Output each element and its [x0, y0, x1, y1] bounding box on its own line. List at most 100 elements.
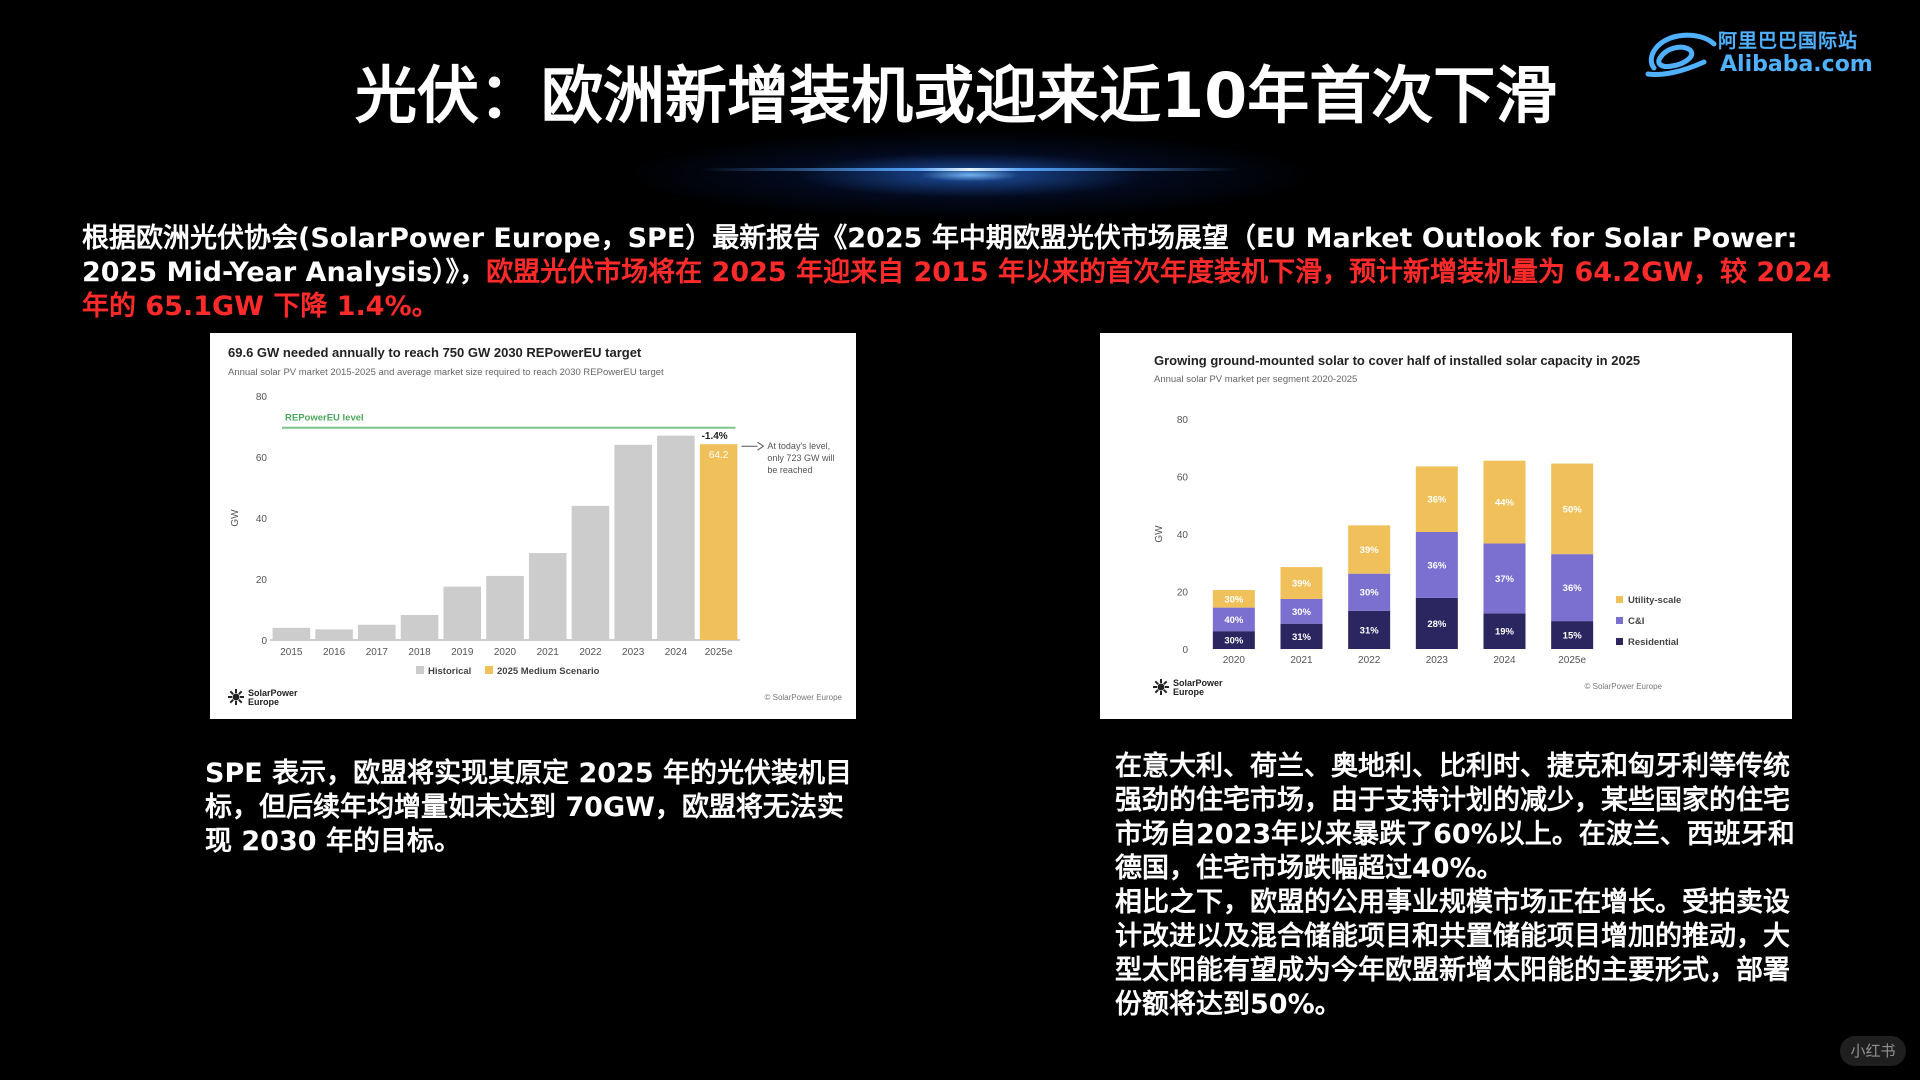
- chart-credit: © SolarPower Europe: [765, 693, 843, 702]
- solarpower-europe-logo-core: [232, 693, 240, 701]
- x-tick-label: 2020: [494, 647, 517, 658]
- reference-line-label: REPowerEU level: [285, 413, 364, 424]
- y-tick-label: 20: [1177, 588, 1189, 599]
- legend-label-historical: Historical: [428, 666, 471, 677]
- title-glow: [620, 130, 1320, 220]
- legend-swatch: [1616, 617, 1623, 624]
- x-tick-label: 2018: [408, 647, 431, 658]
- legend-swatch-historical: [416, 666, 424, 674]
- y-axis-label: GW: [230, 509, 241, 527]
- bar-segment-ci-2022: [1348, 573, 1391, 611]
- bar-segment-ci-2020: [1212, 607, 1255, 632]
- bar-2018: [400, 614, 439, 640]
- data-label-2025e: 64.2: [709, 450, 729, 461]
- x-tick-label: 2021: [537, 647, 560, 658]
- solarpower-europe-logo-core: [1157, 683, 1165, 691]
- bar-2020: [486, 575, 524, 640]
- chart-title: Growing ground-mounted solar to cover ha…: [1154, 353, 1640, 368]
- x-tick-label: 2020: [1223, 655, 1246, 666]
- y-axis-label: GW: [1154, 525, 1165, 543]
- x-tick-label: 2025e: [1558, 655, 1586, 666]
- x-tick-label: 2023: [622, 647, 645, 658]
- bar-2019: [443, 586, 482, 640]
- bar-segment-utilityscale-2022: [1348, 525, 1391, 574]
- annotation-arrow-icon: [757, 441, 765, 451]
- data-label: 15%: [1563, 631, 1583, 642]
- bar-2021: [528, 553, 567, 640]
- bar-segment-utilityscale-2025e: [1551, 463, 1594, 555]
- annotation-line: only 723 GW will: [767, 453, 834, 463]
- annual-market-svg: 69.6 GW needed annually to reach 750 GW …: [228, 345, 843, 707]
- brand-line-1: SolarPower: [1173, 678, 1223, 688]
- bar-2017: [358, 624, 396, 640]
- solarpower-europe-logo-icon: [1153, 679, 1169, 695]
- bar-segment-ci-2024: [1483, 543, 1526, 614]
- bar-segment-utilityscale-2023: [1415, 466, 1458, 532]
- annotation-line: be reached: [767, 465, 812, 475]
- legend-swatch-scenario: [485, 666, 493, 674]
- y-tick-label: 60: [1177, 473, 1189, 484]
- bar-segment-ci-2025e: [1551, 554, 1594, 622]
- data-label: 30%: [1292, 607, 1312, 618]
- data-label: 36%: [1427, 495, 1447, 506]
- x-tick-label: 2022: [579, 647, 602, 658]
- bar-segment-residential-2020: [1212, 631, 1255, 649]
- data-label: 31%: [1292, 632, 1312, 643]
- bar-segment-utilityscale-2021: [1280, 567, 1323, 599]
- chart-subtitle: Annual solar PV market 2015-2025 and ave…: [228, 367, 664, 378]
- brand-line-1: SolarPower: [248, 688, 298, 698]
- x-tick-label: 2024: [1493, 655, 1516, 666]
- bar-segment-utilityscale-2024: [1483, 460, 1526, 544]
- legend-label: Utility-scale: [1628, 595, 1681, 606]
- logo-text-en: Alibaba.com: [1720, 52, 1873, 77]
- intro-paragraph: 根据欧洲光伏协会(SolarPower Europe，SPE）最新报告《2025…: [82, 222, 1842, 324]
- y-tick-label: 20: [256, 575, 268, 586]
- y-tick-label: 80: [1177, 415, 1189, 426]
- legend-label-scenario: 2025 Medium Scenario: [497, 666, 600, 677]
- title-glow-line: [700, 168, 1240, 171]
- x-tick-label: 2025e: [705, 647, 733, 658]
- data-label: 28%: [1427, 619, 1447, 630]
- data-label: 39%: [1292, 579, 1312, 590]
- bar-segment-residential-2024: [1483, 613, 1526, 649]
- x-tick-label: 2019: [451, 647, 474, 658]
- y-tick-label: 0: [261, 636, 267, 647]
- data-label: 36%: [1427, 560, 1447, 571]
- data-label: 40%: [1224, 615, 1244, 626]
- x-tick-label: 2022: [1358, 655, 1381, 666]
- data-label: 30%: [1224, 594, 1244, 605]
- data-label: 30%: [1360, 588, 1380, 599]
- chart-annual-market: 69.6 GW needed annually to reach 750 GW …: [210, 333, 856, 719]
- legend-label: C&I: [1628, 616, 1644, 627]
- bar-segment-utilityscale-2020: [1212, 590, 1255, 608]
- bar-segment-ci-2023: [1415, 531, 1458, 598]
- legend-swatch: [1616, 596, 1623, 603]
- data-label: 39%: [1360, 545, 1380, 556]
- data-label: 19%: [1495, 627, 1515, 638]
- bar-2024: [657, 435, 695, 640]
- y-tick-label: 40: [256, 514, 268, 525]
- alibaba-logo: 阿里巴巴国际站 Alibaba.com: [1642, 22, 1892, 82]
- x-tick-label: 2023: [1426, 655, 1449, 666]
- data-label: 50%: [1563, 504, 1583, 515]
- y-tick-label: 60: [256, 453, 268, 464]
- intro-highlight: 欧盟光伏市场将在 2025 年迎来自 2015 年以来的首次年度装机下滑，预计新…: [82, 257, 1832, 322]
- bar-2025e: [699, 444, 738, 640]
- data-label: 44%: [1495, 498, 1515, 509]
- caption-right-residential: 在意大利、荷兰、奥地利、比利时、捷克和匈牙利等传统强劲的住宅市场，由于支持计划的…: [1115, 751, 1795, 884]
- data-label: 31%: [1360, 625, 1380, 636]
- y-tick-label: 0: [1182, 645, 1188, 656]
- caption-left: SPE 表示，欧盟将实现其原定 2025 年的光伏装机目标，但后续年均增量如未达…: [205, 758, 853, 857]
- watermark: 小红书: [1840, 1036, 1906, 1066]
- x-tick-label: 2016: [323, 647, 346, 658]
- data-label: 36%: [1563, 583, 1583, 594]
- change-label: -1.4%: [702, 431, 728, 442]
- chart-subtitle: Annual solar PV market per segment 2020-…: [1154, 374, 1357, 385]
- x-tick-label: 2015: [280, 647, 303, 658]
- chart-credit: © SolarPower Europe: [1585, 682, 1663, 691]
- legend-label: Residential: [1628, 637, 1679, 648]
- chart-title: 69.6 GW needed annually to reach 750 GW …: [228, 345, 642, 360]
- alibaba-logo-icon: [1645, 32, 1717, 77]
- y-tick-label: 80: [256, 392, 268, 403]
- bar-2015: [272, 627, 311, 640]
